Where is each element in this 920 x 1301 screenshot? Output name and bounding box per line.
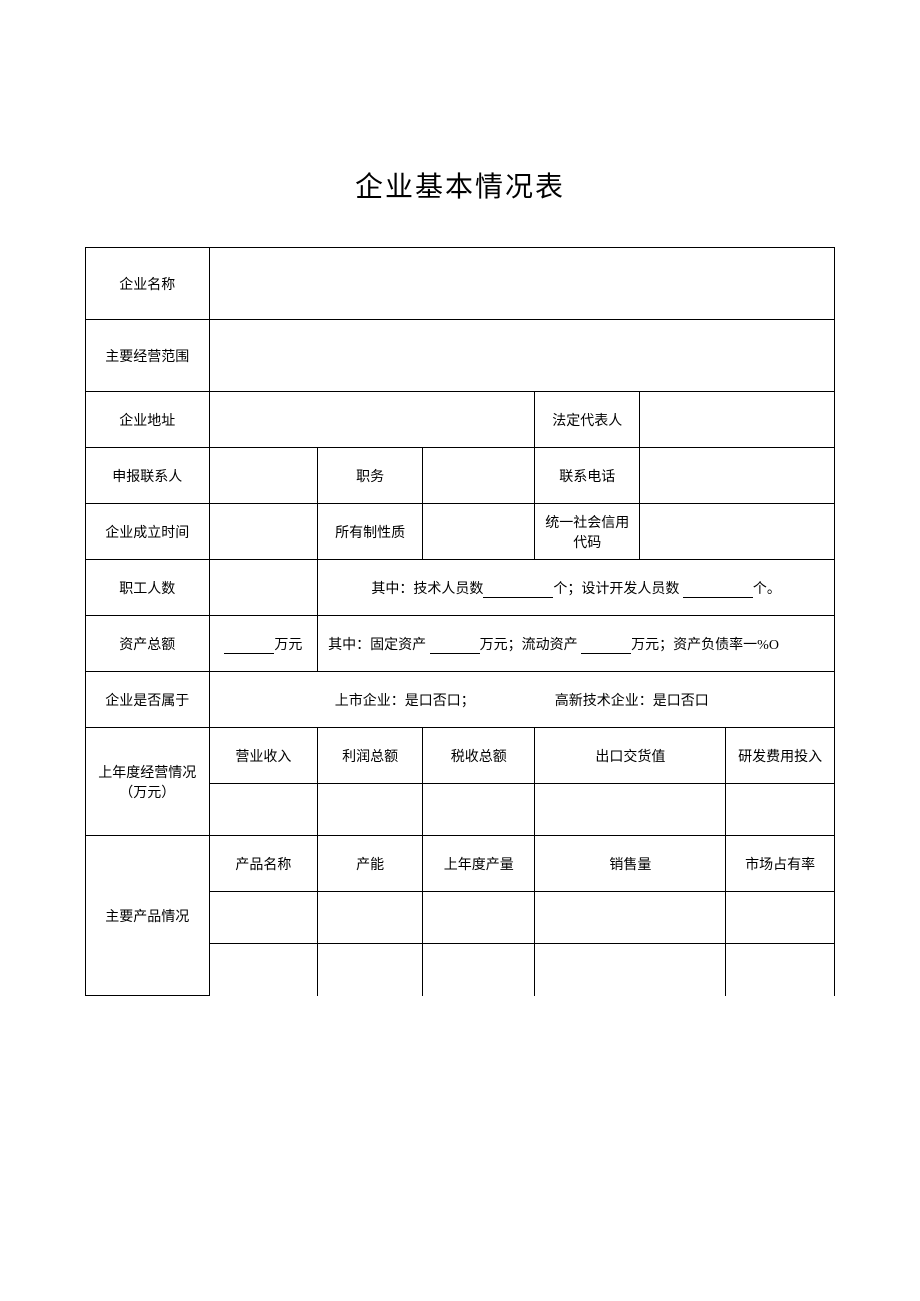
label-business-scope: 主要经营范围 bbox=[86, 320, 210, 392]
blank-fixed-assets bbox=[430, 640, 480, 654]
value-capacity-1 bbox=[318, 892, 423, 944]
text-listed-company: 上市企业：是口否口； bbox=[335, 694, 475, 709]
col-sales-volume: 销售量 bbox=[535, 836, 726, 892]
label-legal-rep: 法定代表人 bbox=[535, 392, 640, 448]
table-row: 主要经营范围 bbox=[86, 320, 835, 392]
col-export: 出口交货值 bbox=[535, 728, 726, 784]
label-company-type: 企业是否属于 bbox=[86, 672, 210, 728]
blank-dev-count bbox=[683, 584, 753, 598]
col-profit: 利润总额 bbox=[318, 728, 423, 784]
value-product-name-2 bbox=[209, 944, 318, 996]
text-hitech-company: 高新技术企业：是口否口 bbox=[555, 694, 709, 709]
col-last-year-output: 上年度产量 bbox=[423, 836, 535, 892]
col-market-share: 市场占有率 bbox=[726, 836, 835, 892]
value-phone bbox=[640, 448, 835, 504]
employees-detail: 其中：技术人员数 个；设计开发人员数 个。 bbox=[318, 560, 835, 616]
col-rd-expense: 研发费用投入 bbox=[726, 728, 835, 784]
text-assets-unit: 万元 bbox=[274, 638, 302, 653]
text-assets-mid1: 万元；流动资产 bbox=[480, 638, 578, 653]
label-contact: 申报联系人 bbox=[86, 448, 210, 504]
table-row: 职工人数 其中：技术人员数 个；设计开发人员数 个。 bbox=[86, 560, 835, 616]
value-profit bbox=[318, 784, 423, 836]
value-founding-date bbox=[209, 504, 318, 560]
company-type-detail: 上市企业：是口否口； 高新技术企业：是口否口 bbox=[209, 672, 834, 728]
label-employees: 职工人数 bbox=[86, 560, 210, 616]
label-company-name: 企业名称 bbox=[86, 248, 210, 320]
label-last-year-ops: 上年度经营情况（万元） bbox=[86, 728, 210, 836]
value-legal-rep bbox=[640, 392, 835, 448]
page-title: 企业基本情况表 bbox=[85, 165, 835, 205]
label-address: 企业地址 bbox=[86, 392, 210, 448]
value-employees bbox=[209, 560, 318, 616]
table-row: 申报联系人 职务 联系电话 bbox=[86, 448, 835, 504]
text-assets-mid2: 万元；资产负债率一%O bbox=[631, 638, 779, 653]
value-sales-2 bbox=[535, 944, 726, 996]
table-row: 资产总额 万元 其中：固定资产 万元；流动资产 万元；资产负债率一%O bbox=[86, 616, 835, 672]
label-position: 职务 bbox=[318, 448, 423, 504]
value-market-share-1 bbox=[726, 892, 835, 944]
label-founding-date: 企业成立时间 bbox=[86, 504, 210, 560]
text-tech-prefix: 其中：技术人员数 bbox=[371, 582, 483, 597]
text-tech-suffix: 个。 bbox=[753, 582, 781, 597]
col-revenue: 营业收入 bbox=[209, 728, 318, 784]
table-row: 主要产品情况 产品名称 产能 上年度产量 销售量 市场占有率 bbox=[86, 836, 835, 892]
page-container: 企业基本情况表 企业名称 主要经营范围 企业地址 法定代表人 bbox=[0, 0, 920, 996]
blank-tech-count bbox=[483, 584, 553, 598]
value-export bbox=[535, 784, 726, 836]
value-ownership bbox=[423, 504, 535, 560]
table-row: 企业地址 法定代表人 bbox=[86, 392, 835, 448]
value-output-2 bbox=[423, 944, 535, 996]
table-row: 企业成立时间 所有制性质 统一社会信用代码 bbox=[86, 504, 835, 560]
value-assets: 万元 bbox=[209, 616, 318, 672]
label-phone: 联系电话 bbox=[535, 448, 640, 504]
text-tech-mid: 个；设计开发人员数 bbox=[553, 582, 679, 597]
value-address bbox=[209, 392, 535, 448]
blank-current-assets bbox=[581, 640, 631, 654]
value-revenue bbox=[209, 784, 318, 836]
enterprise-info-table: 企业名称 主要经营范围 企业地址 法定代表人 申报联系人 职务 联系电话 企业成… bbox=[85, 247, 835, 996]
label-ownership: 所有制性质 bbox=[318, 504, 423, 560]
col-product-name: 产品名称 bbox=[209, 836, 318, 892]
blank-assets-total bbox=[224, 640, 274, 654]
value-product-name-1 bbox=[209, 892, 318, 944]
value-rd-expense bbox=[726, 784, 835, 836]
value-business-scope bbox=[209, 320, 834, 392]
value-output-1 bbox=[423, 892, 535, 944]
table-row: 上年度经营情况（万元） 营业收入 利润总额 税收总额 出口交货值 研发费用投入 bbox=[86, 728, 835, 784]
label-credit-code: 统一社会信用代码 bbox=[535, 504, 640, 560]
value-position bbox=[423, 448, 535, 504]
value-credit-code bbox=[640, 504, 835, 560]
value-market-share-2 bbox=[726, 944, 835, 996]
col-tax: 税收总额 bbox=[423, 728, 535, 784]
label-assets: 资产总额 bbox=[86, 616, 210, 672]
label-main-products: 主要产品情况 bbox=[86, 836, 210, 996]
col-capacity: 产能 bbox=[318, 836, 423, 892]
value-capacity-2 bbox=[318, 944, 423, 996]
assets-detail: 其中：固定资产 万元；流动资产 万元；资产负债率一%O bbox=[318, 616, 835, 672]
text-assets-prefix: 其中：固定资产 bbox=[328, 638, 426, 653]
value-tax bbox=[423, 784, 535, 836]
value-contact bbox=[209, 448, 318, 504]
value-company-name bbox=[209, 248, 834, 320]
value-sales-1 bbox=[535, 892, 726, 944]
table-row: 企业名称 bbox=[86, 248, 835, 320]
table-row: 企业是否属于 上市企业：是口否口； 高新技术企业：是口否口 bbox=[86, 672, 835, 728]
